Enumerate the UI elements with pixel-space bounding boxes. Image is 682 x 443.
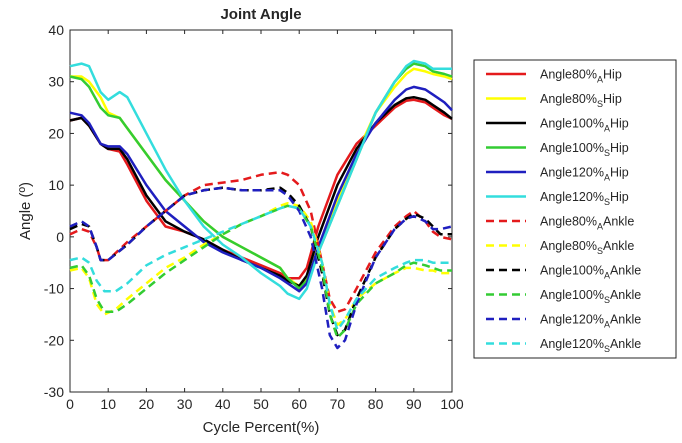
legend-label: Angle120%SAnkle [540,337,641,354]
legend-label: Angle100%AAnkle [540,264,641,281]
legend-box [473,59,677,359]
y-tick-label: 0 [56,229,64,245]
series-line [69,85,453,293]
chart-title: Joint Angle [220,6,301,23]
x-axis-label: Cycle Percent(%) [203,419,320,436]
y-tick-label: 10 [48,177,64,193]
x-axis: 0 10 20 30 40 50 60 70 80 90 100 [66,30,464,412]
y-tick-label: -30 [44,384,64,400]
y-tick-label: 30 [48,74,64,90]
x-tick-label: 50 [253,396,269,412]
x-tick-label: 0 [66,396,74,412]
y-tick-label: -10 [44,281,64,297]
legend-label: Angle120%SHip [540,190,629,207]
y-axis-label: Angle (º) [17,182,34,240]
x-tick-label: 60 [291,396,307,412]
legend: Angle80%AHip Angle80%SHip Angle100%AHip Ang… [486,68,641,354]
legend-label: Angle80%SAnkle [540,239,634,256]
legend-label: Angle100%AHip [540,117,629,134]
legend-label: Angle120%AAnkle [540,313,641,330]
series-line [69,95,453,288]
x-tick-label: 70 [330,396,346,412]
x-tick-label: 20 [139,396,155,412]
series-lines [69,59,453,350]
series-line [69,201,452,327]
x-tick-label: 10 [100,396,116,412]
y-axis: -30 -20 -10 0 10 20 30 40 [44,22,452,400]
plot-area [69,29,453,393]
series-line [69,98,453,280]
y-tick-label: 20 [48,125,64,141]
x-tick-label: 100 [440,396,464,412]
x-tick-label: 90 [406,396,422,412]
series-line [69,59,452,301]
series-line [69,204,452,339]
x-tick-label: 30 [177,396,193,412]
series-line [69,170,453,314]
legend-label: Angle100%SHip [540,141,629,158]
x-tick-label: 80 [368,396,384,412]
x-tick-label: 40 [215,396,231,412]
legend-label: Angle80%SHip [540,92,622,109]
legend-label: Angle80%AAnkle [540,215,634,232]
legend-label: Angle120%AHip [540,166,629,183]
y-tick-label: -20 [44,332,64,348]
y-tick-label: 40 [48,22,64,38]
series-line [69,186,452,337]
series-line [69,62,453,290]
legend-label: Angle80%AHip [540,68,622,85]
legend-label: Angle100%SAnkle [540,288,641,305]
series-line [69,204,452,332]
